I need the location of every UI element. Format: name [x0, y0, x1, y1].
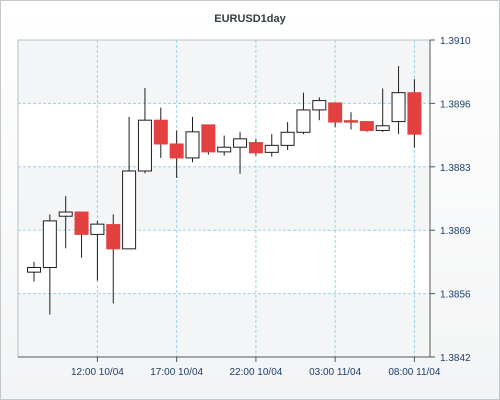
candle-body: [58, 211, 73, 217]
candle-body: [233, 138, 248, 148]
candle-body: [27, 266, 41, 273]
candle-body: [153, 119, 168, 145]
candle-body: [201, 124, 216, 153]
candle-body: [169, 143, 184, 159]
candle-body: [312, 100, 327, 111]
candle-body: [248, 142, 263, 154]
candle-body: [42, 220, 57, 268]
candle-body: [375, 125, 390, 131]
candle-body: [391, 92, 406, 123]
candle-down: [201, 124, 216, 155]
candle-body: [296, 109, 311, 133]
x-tick-label: 03:00 11/04: [309, 367, 362, 378]
candle-body: [264, 144, 279, 153]
candle-down: [344, 112, 358, 130]
candle-body: [122, 170, 137, 250]
y-tick-label: 1.3910: [440, 36, 471, 47]
x-tick-label: 17:00 10/04: [150, 367, 203, 378]
x-tick-label: 22:00 10/04: [229, 367, 282, 378]
y-tick-label: 1.3883: [440, 163, 471, 174]
candle-up: [27, 261, 41, 282]
candle-body: [90, 223, 105, 235]
x-tick-label: 08:00 11/04: [388, 367, 441, 378]
candle-up: [58, 196, 73, 249]
candle-down: [328, 102, 343, 128]
plot-band: [18, 40, 430, 104]
candle-down: [407, 79, 422, 148]
candle-up: [391, 66, 406, 135]
chart-title: EURUSD1day: [214, 13, 286, 25]
candle-body: [74, 211, 89, 235]
candle-down: [169, 130, 184, 178]
candle-down: [74, 211, 89, 258]
candle-up: [185, 116, 200, 163]
candle-up: [264, 134, 279, 157]
candle-down: [359, 121, 374, 132]
candle-up: [375, 88, 390, 132]
candle-up: [312, 97, 327, 121]
candle-up: [90, 220, 105, 281]
candle-up: [296, 92, 311, 135]
y-tick-label: 1.3856: [440, 290, 471, 301]
plot-band: [18, 293, 430, 357]
candle-up: [217, 135, 232, 156]
candle-body: [106, 224, 121, 250]
candle-down: [248, 138, 263, 156]
candle-body: [217, 146, 232, 153]
candle-up: [233, 131, 248, 174]
candle-body: [137, 119, 152, 172]
candle-body: [185, 131, 200, 159]
x-tick-label: 12:00 10/04: [71, 367, 124, 378]
candle-body: [359, 121, 374, 131]
y-tick-label: 1.3869: [440, 226, 471, 237]
candle-up: [137, 88, 152, 174]
candle-body: [344, 120, 358, 123]
candle-up: [42, 214, 57, 315]
y-tick-label: 1.3896: [440, 99, 471, 110]
candle-down: [106, 214, 121, 304]
candle-up: [280, 122, 295, 151]
candle-down: [153, 107, 168, 158]
candle-body: [280, 131, 295, 146]
candle-body: [407, 92, 422, 135]
y-tick-label: 1.3842: [440, 353, 471, 364]
candle-body: [328, 102, 343, 123]
candle-up: [122, 116, 137, 250]
